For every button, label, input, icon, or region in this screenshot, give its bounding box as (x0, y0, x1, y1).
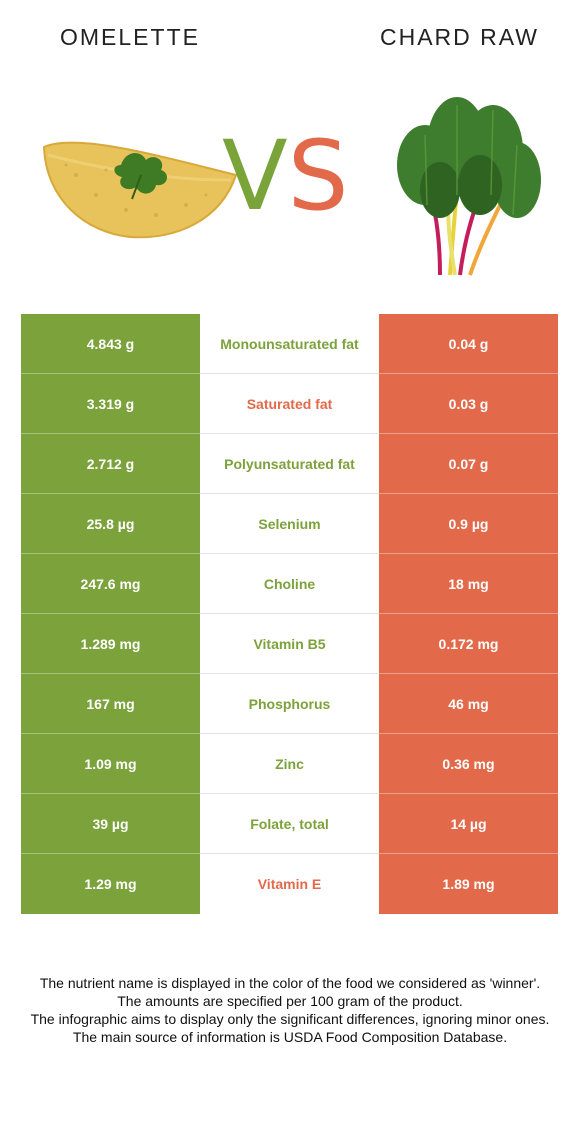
chard-image (397, 97, 541, 276)
table-row: 1.29 mg Vitamin E 1.89 mg (21, 854, 558, 914)
left-value: 25.8 µg (21, 494, 200, 554)
right-value: 0.36 mg (379, 734, 558, 794)
left-value: 1.289 mg (21, 614, 200, 674)
omelette-image (42, 141, 238, 239)
footer-line-3: The infographic aims to display only the… (30, 1011, 550, 1027)
nutrient-name: Zinc (200, 734, 379, 794)
vs-v: V (222, 120, 288, 232)
left-value: 167 mg (21, 674, 200, 734)
table-row: 1.09 mg Zinc 0.36 mg (21, 734, 558, 794)
nutrient-name: Phosphorus (200, 674, 379, 734)
nutrient-name: Selenium (200, 494, 379, 554)
nutrient-name: Choline (200, 554, 379, 614)
table-row: 1.289 mg Vitamin B5 0.172 mg (21, 614, 558, 674)
nutrient-name: Vitamin B5 (200, 614, 379, 674)
right-value: 14 µg (379, 794, 558, 854)
left-value: 2.712 g (21, 434, 200, 494)
vs-label: VS (222, 128, 349, 224)
nutrient-name: Vitamin E (200, 854, 379, 914)
footer-line-4: The main source of information is USDA F… (72, 1029, 508, 1045)
right-value: 0.03 g (379, 374, 558, 434)
table-row: 2.712 g Polyunsaturated fat 0.07 g (21, 434, 558, 494)
left-value: 4.843 g (21, 314, 200, 374)
footer-notes: The nutrient name is displayed in the co… (14, 974, 566, 1046)
footer-line-2: The amounts are specified per 100 gram o… (117, 993, 463, 1009)
nutrient-name: Polyunsaturated fat (200, 434, 379, 494)
nutrient-name: Monounsaturated fat (200, 314, 379, 374)
right-value: 0.07 g (379, 434, 558, 494)
footer-line-1: The nutrient name is displayed in the co… (39, 975, 541, 991)
right-value: 0.172 mg (379, 614, 558, 674)
nutrient-name: Saturated fat (200, 374, 379, 434)
nutrient-name: Folate, total (200, 794, 379, 854)
left-value: 1.09 mg (21, 734, 200, 794)
table-row: 39 µg Folate, total 14 µg (21, 794, 558, 854)
table-row: 167 mg Phosphorus 46 mg (21, 674, 558, 734)
table-row: 4.843 g Monounsaturated fat 0.04 g (21, 314, 558, 374)
left-value: 39 µg (21, 794, 200, 854)
right-value: 0.9 µg (379, 494, 558, 554)
table-row: 25.8 µg Selenium 0.9 µg (21, 494, 558, 554)
left-value: 1.29 mg (21, 854, 200, 914)
vs-s: S (287, 120, 349, 232)
right-value: 1.89 mg (379, 854, 558, 914)
right-value: 46 mg (379, 674, 558, 734)
left-value: 3.319 g (21, 374, 200, 434)
table-row: 3.319 g Saturated fat 0.03 g (21, 374, 558, 434)
right-value: 18 mg (379, 554, 558, 614)
right-food-title: CHARD RAW (380, 24, 539, 50)
right-value: 0.04 g (379, 314, 558, 374)
left-food-title: OMELETTE (60, 24, 200, 50)
left-value: 247.6 mg (21, 554, 200, 614)
table-row: 247.6 mg Choline 18 mg (21, 554, 558, 614)
